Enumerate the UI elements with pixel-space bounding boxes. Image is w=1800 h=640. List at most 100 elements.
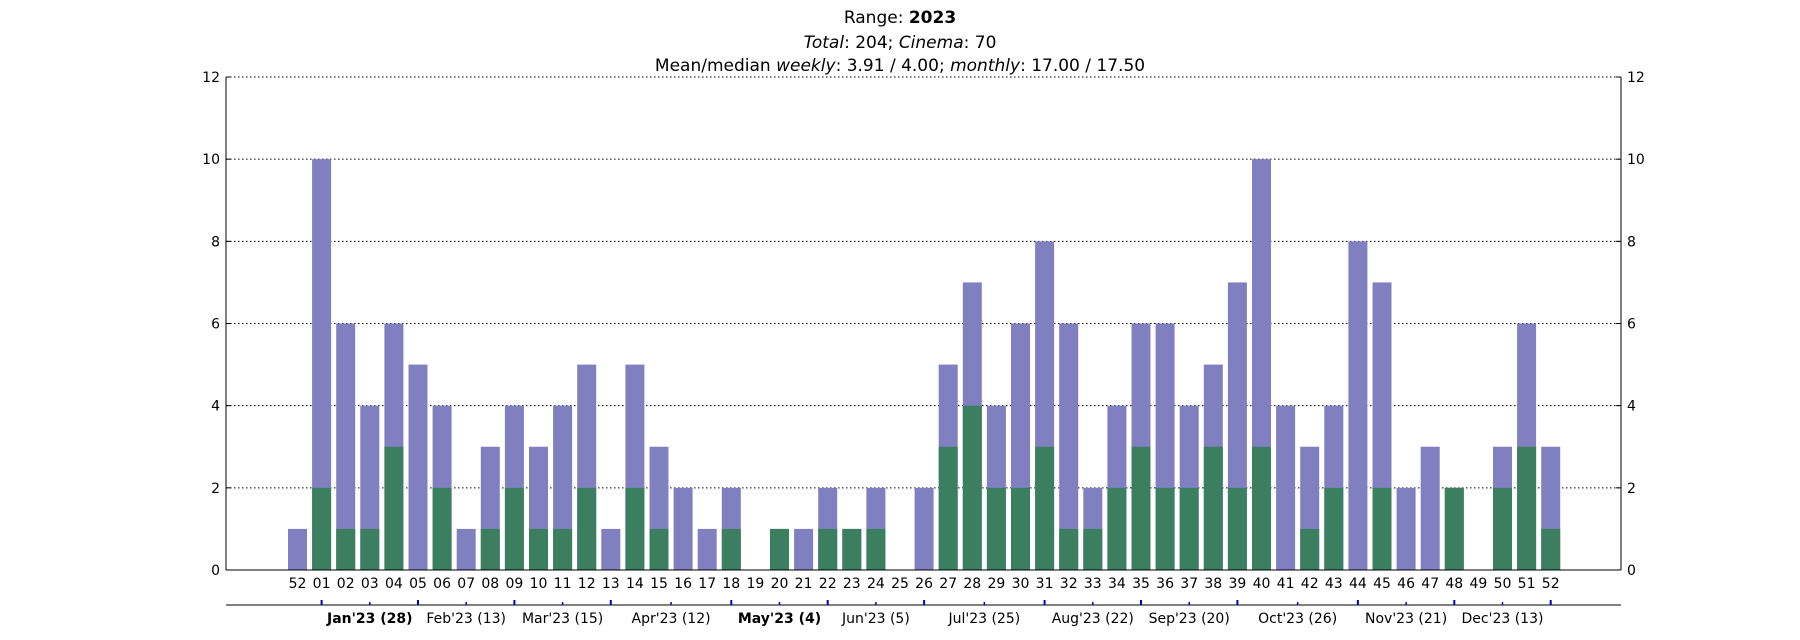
x-tick-label: 40	[1253, 576, 1271, 592]
month-label: May'23 (4)	[738, 611, 821, 627]
month-label: Feb'23 (13)	[426, 611, 506, 627]
bar-cinema	[432, 487, 452, 570]
bar-cinema	[553, 528, 573, 570]
month-label: Oct'23 (26)	[1258, 611, 1337, 627]
bar-total	[1420, 446, 1440, 570]
x-tick-label: 05	[409, 576, 427, 592]
x-tick-label: 16	[674, 576, 692, 592]
y-tick-label-left: 2	[211, 481, 220, 497]
x-tick-label: 51	[1518, 576, 1536, 592]
x-tick-label: 15	[650, 576, 668, 592]
bar-cinema	[312, 487, 332, 570]
bar-cinema	[1300, 528, 1320, 570]
month-label: Aug'23 (22)	[1052, 611, 1134, 627]
x-tick-label: 01	[313, 576, 331, 592]
bar-cinema	[384, 446, 404, 570]
x-tick-label: 35	[1132, 576, 1150, 592]
x-tick-label: 46	[1397, 576, 1415, 592]
bar-total	[794, 528, 814, 570]
chart-title-total: Total: 204; Cinema: 70	[804, 33, 997, 53]
bar-cinema	[770, 528, 789, 570]
month-label: Apr'23 (12)	[632, 611, 711, 627]
bar-cinema	[1227, 487, 1247, 570]
bar-cinema	[529, 528, 548, 570]
x-tick-label: 21	[795, 576, 813, 592]
x-tick-label: 03	[361, 576, 379, 592]
x-tick-label: 48	[1445, 576, 1463, 592]
bar-cinema	[1155, 487, 1175, 570]
y-tick-label-left: 0	[211, 563, 220, 579]
y-tick-label-right: 8	[1627, 234, 1636, 250]
bar-cinema	[1059, 528, 1079, 570]
x-tick-label: 14	[626, 576, 644, 592]
bar-total	[288, 528, 307, 570]
bar-cinema	[818, 528, 838, 570]
bar-cinema	[480, 528, 500, 570]
bar-cinema	[1517, 446, 1537, 570]
bar-cinema	[1011, 487, 1030, 570]
x-tick-label: 08	[481, 576, 499, 592]
month-label: Jun'23 (5)	[841, 611, 910, 627]
y-tick-label-left: 10	[202, 152, 220, 168]
x-tick-label: 41	[1277, 576, 1295, 592]
x-tick-label: 49	[1469, 576, 1487, 592]
x-tick-label: 10	[530, 576, 548, 592]
x-tick-label: 39	[1228, 576, 1246, 592]
x-tick-label: 43	[1325, 576, 1343, 592]
title-stats-prefix: Mean/median	[655, 56, 776, 76]
y-tick-label-right: 6	[1627, 317, 1636, 333]
title-range-value: 2023	[909, 8, 956, 28]
x-tick-label: 47	[1421, 576, 1439, 592]
y-tick-label-left: 12	[202, 70, 220, 86]
bar-cinema	[1493, 487, 1512, 570]
title-weekly-label: weekly	[776, 56, 836, 76]
y-tick-label-right: 10	[1627, 152, 1645, 168]
x-tick-label: 20	[771, 576, 789, 592]
y-tick-label-left: 6	[211, 317, 220, 333]
x-tick-label: 29	[987, 576, 1005, 592]
title-monthly-value: 17.00 / 17.50	[1031, 56, 1145, 76]
x-tick-label: 04	[385, 576, 403, 592]
bar-cinema	[842, 528, 862, 570]
month-label: Mar'23 (15)	[522, 611, 603, 627]
x-tick-label: 52	[289, 576, 307, 592]
bar-total	[1396, 487, 1416, 570]
x-tick-label: 24	[867, 576, 885, 592]
x-tick-label: 11	[554, 576, 572, 592]
title-cinema-label: Cinema	[899, 33, 964, 53]
x-tick-label: 34	[1108, 576, 1126, 592]
bar-cinema	[986, 487, 1006, 570]
bar-cinema	[1083, 528, 1103, 570]
x-tick-label: 32	[1060, 576, 1078, 592]
month-label: Jan'23 (28)	[326, 611, 413, 627]
x-tick-label: 26	[915, 576, 933, 592]
x-tick-label: 45	[1373, 576, 1391, 592]
x-tick-label: 31	[1036, 576, 1054, 592]
x-tick-label: 33	[1084, 576, 1102, 592]
y-tick-label-right: 4	[1627, 399, 1636, 415]
bar-cinema	[504, 487, 524, 570]
bar-total	[408, 364, 428, 570]
x-tick-label: 17	[698, 576, 716, 592]
bar-cinema	[1035, 446, 1055, 570]
bar-cinema	[962, 405, 982, 570]
y-tick-label-left: 4	[211, 399, 220, 415]
x-tick-label: 50	[1494, 576, 1512, 592]
bar-cinema	[721, 528, 741, 570]
y-tick-label-left: 8	[211, 234, 220, 250]
bar-total	[914, 487, 934, 570]
title-cinema-value: 70	[975, 33, 997, 53]
y-tick-label-right: 2	[1627, 481, 1636, 497]
bar-total	[673, 487, 693, 570]
bar-total	[1348, 241, 1368, 571]
bar-total	[456, 528, 476, 570]
x-tick-label: 36	[1156, 576, 1174, 592]
title-monthly-label: monthly	[950, 56, 1021, 76]
bar-cinema	[1252, 446, 1271, 570]
x-tick-label: 07	[457, 576, 475, 592]
chart-title-stats: Mean/median weekly: 3.91 / 4.00; monthly…	[655, 56, 1145, 76]
x-tick-label: 27	[939, 576, 957, 592]
x-tick-label: 37	[1180, 576, 1198, 592]
